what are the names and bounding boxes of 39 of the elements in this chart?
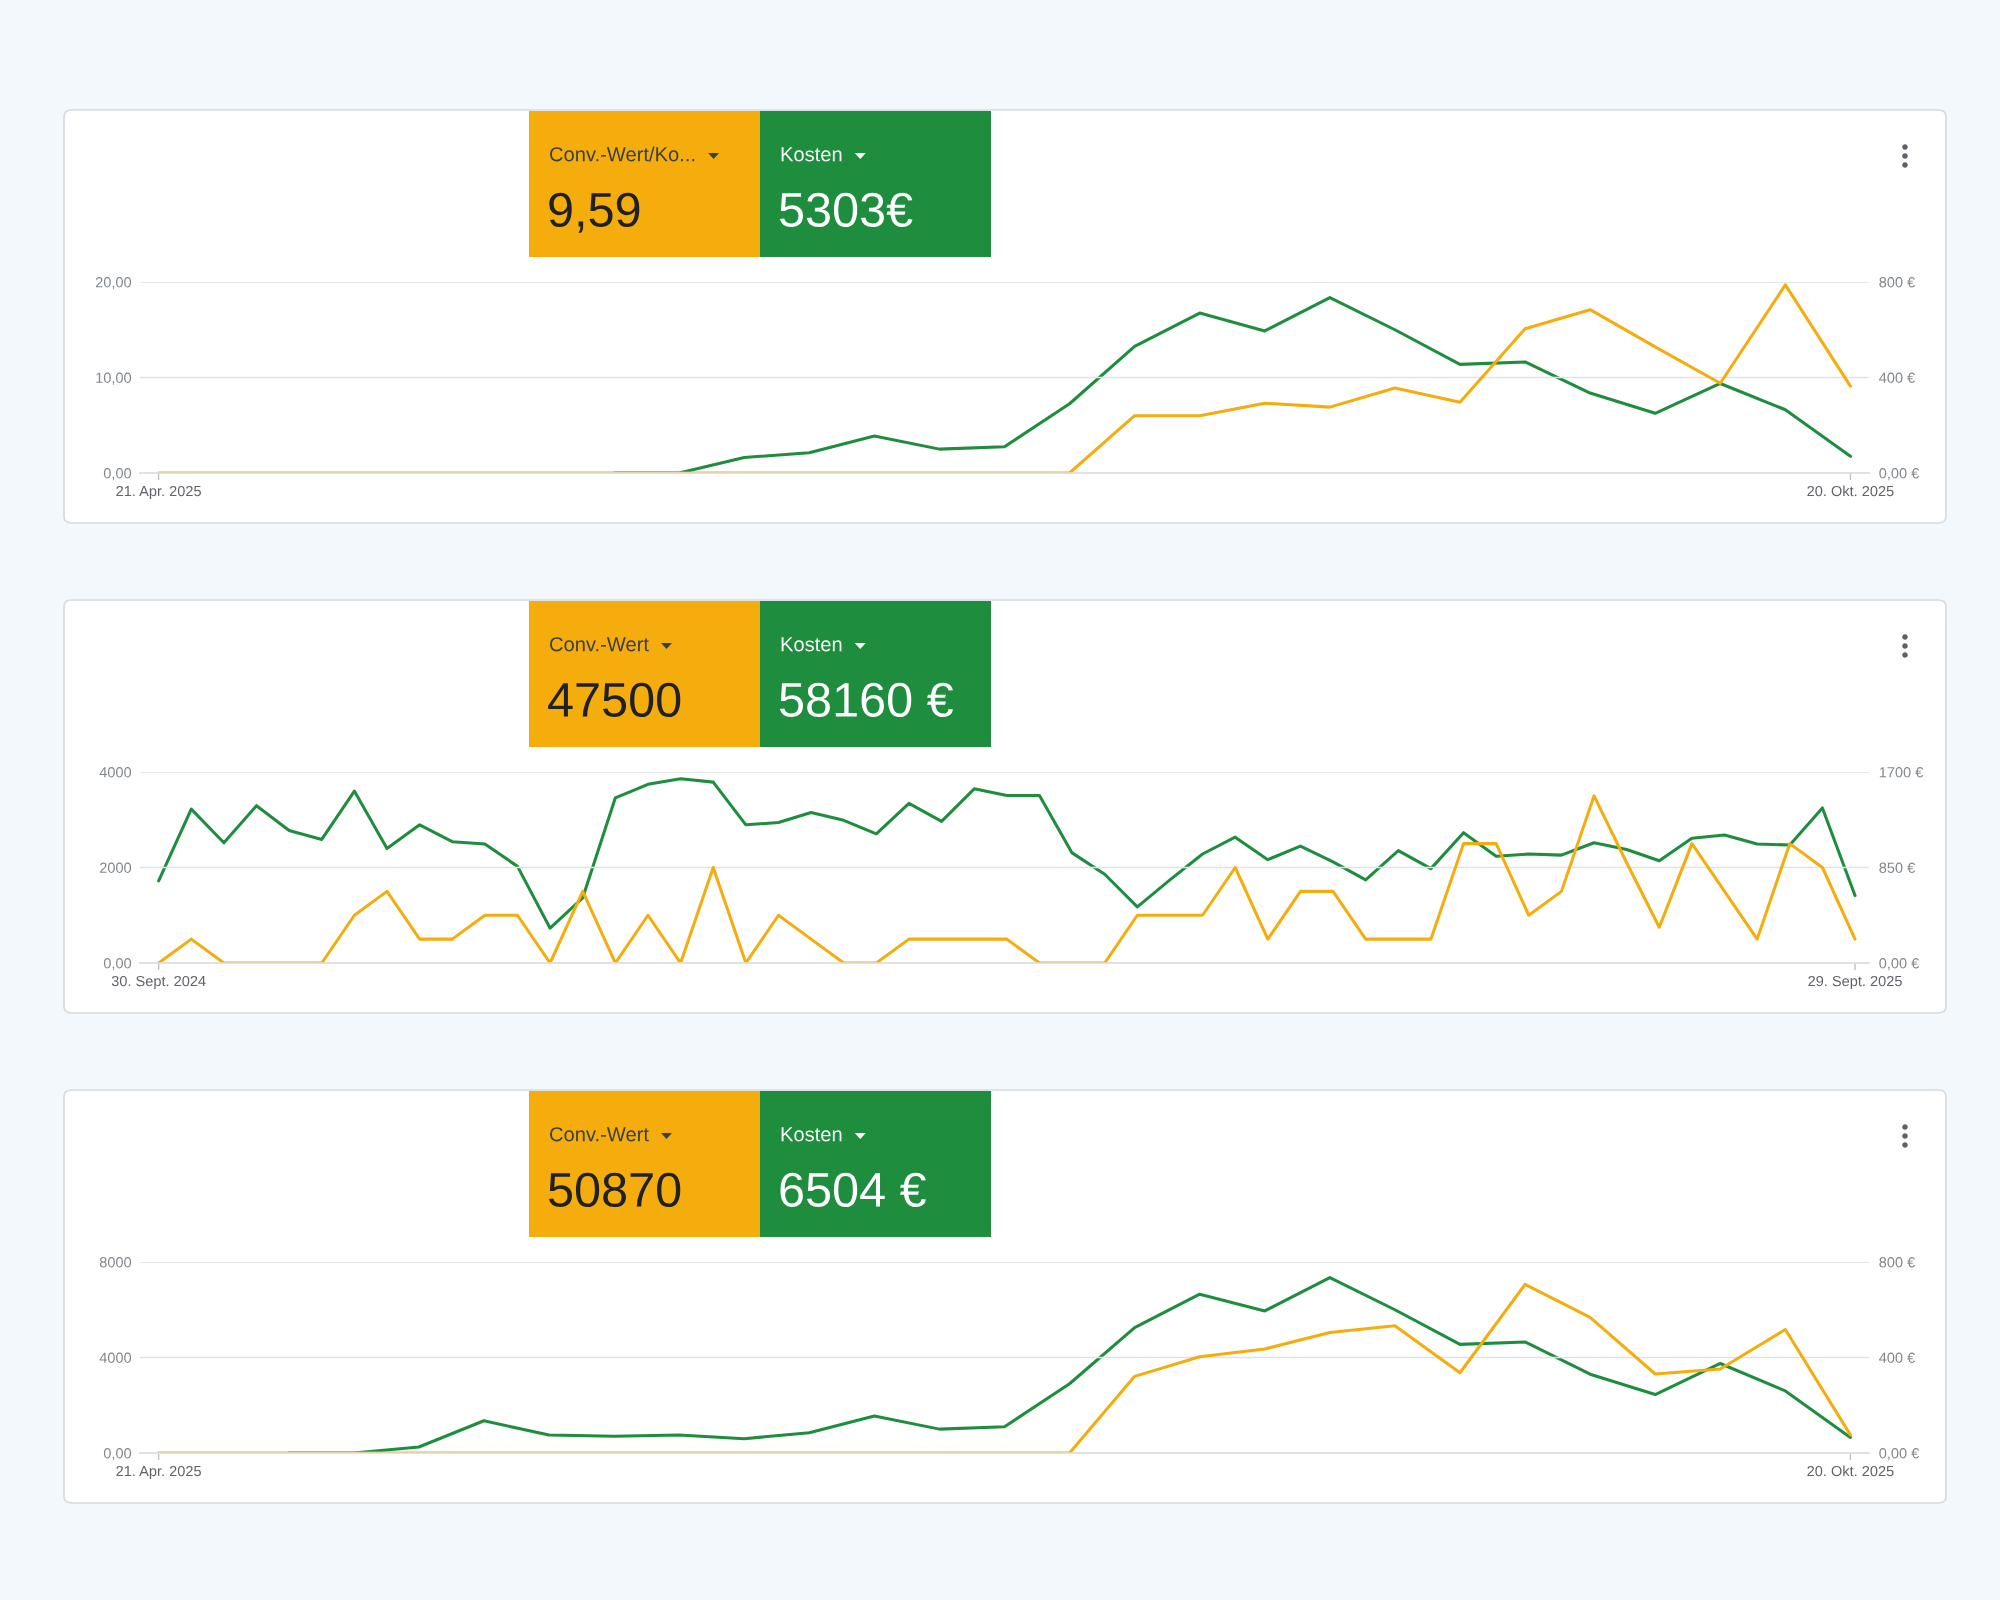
y-tick-label: 0,00 (103, 958, 132, 971)
text: 50870 (548, 1172, 681, 1208)
legend-label: Kosten (781, 637, 842, 652)
x-tick-label: 20. Okt. 2025 (1807, 485, 1894, 497)
text: 58160 € (779, 682, 954, 718)
y-tick-label: 4000 (99, 767, 132, 778)
x-tick-label: 21. Apr. 2025 (116, 1465, 201, 1480)
y2-tick-label: 400 € (1879, 372, 1916, 383)
y-tick-label: 2000 (99, 862, 132, 873)
y2-tick-label: 1700 € (1879, 767, 1924, 778)
text: 6504 € (780, 1172, 926, 1208)
x-tick-label: 30. Sept. 2024 (111, 975, 206, 990)
y2-tick-label: 0,00 € (1879, 468, 1920, 481)
text: 9,59 (549, 192, 640, 233)
x-tick-label: 29. Sept. 2025 (1808, 975, 1902, 990)
legend-label: Kosten (781, 147, 842, 162)
x-tick-label: 20. Okt. 2025 (1807, 1465, 1894, 1477)
legend-label: Conv.-Wert (550, 1127, 649, 1142)
legend-label: Conv.-Wert (550, 637, 649, 652)
x-tick-label: 21. Apr. 2025 (116, 485, 201, 500)
y-tick-label: 0,00 (103, 1448, 132, 1461)
y2-tick-label: 0,00 € (1879, 958, 1920, 971)
line-series (157, 283, 1852, 473)
y-tick-label: 0,00 (103, 468, 132, 481)
line-series (157, 777, 1857, 930)
y2-tick-label: 850 € (1879, 862, 1916, 873)
y2-tick-label: 800 € (1879, 1257, 1916, 1268)
line-series (157, 794, 1857, 963)
legend-label: Conv.-Wert/Ko... (550, 146, 695, 162)
y2-tick-label: 0,00 € (1879, 1448, 1920, 1461)
y-tick-label: 4000 (99, 1352, 132, 1363)
y-tick-label: 10,00 (96, 372, 132, 385)
text: 47500 (548, 682, 681, 718)
legend-label: Kosten (781, 1127, 842, 1142)
text: 5303€ (779, 192, 913, 228)
y2-tick-label: 800 € (1879, 277, 1916, 288)
y-tick-label: 8000 (99, 1257, 132, 1268)
y-tick-label: 20,00 (95, 277, 132, 290)
y2-tick-label: 400 € (1879, 1352, 1916, 1363)
